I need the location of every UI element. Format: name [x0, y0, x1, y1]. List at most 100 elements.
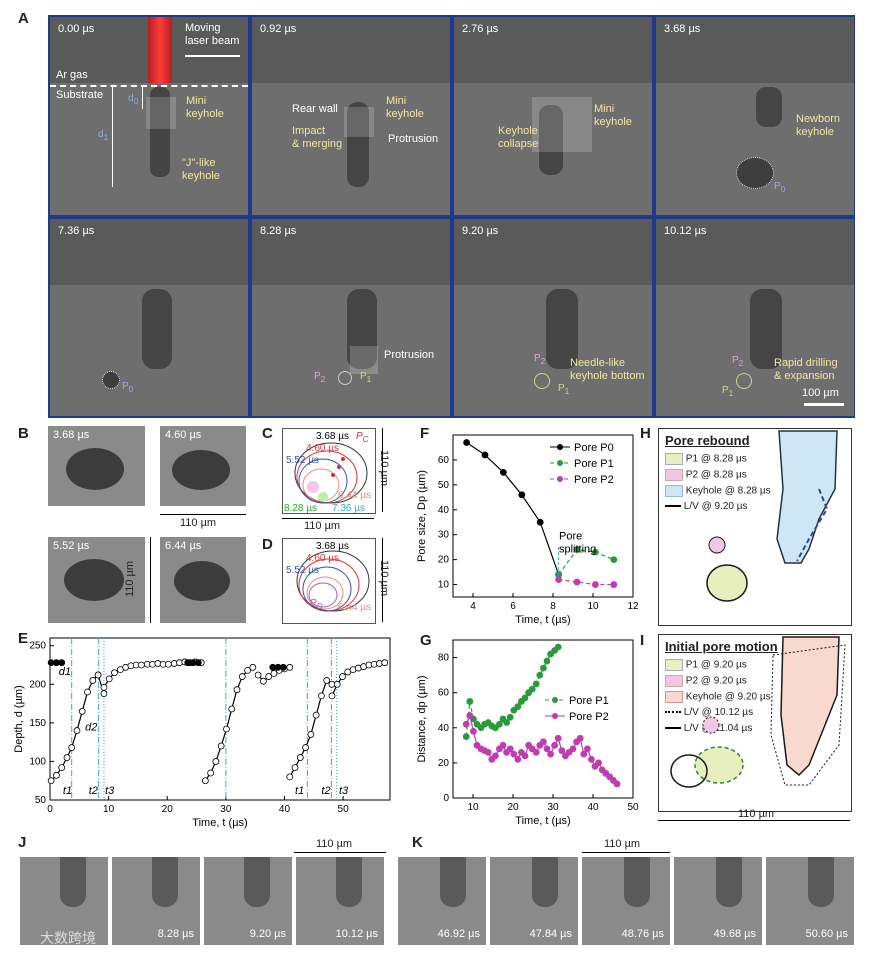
j-scale-bar	[294, 852, 386, 853]
k-thumb-4: 49.68 µs	[674, 857, 762, 945]
data-point	[587, 755, 595, 763]
k-thumb-3: 48.76 µs	[582, 857, 670, 945]
data-point	[583, 745, 591, 753]
data-point	[233, 686, 241, 694]
panel-c-box	[282, 428, 376, 514]
data-point	[286, 773, 294, 781]
data-point	[381, 659, 389, 667]
timestamp: 3.68 µs	[664, 23, 701, 35]
data-point	[238, 673, 246, 680]
pore-thumb-2: 4.60 µs	[160, 426, 246, 506]
ar-gas-label: Ar gas	[56, 69, 88, 81]
chart-f: 4 6 8 10 12 10 20 30 40 50 60 Time, t (µs) Pore size…	[416, 434, 639, 626]
data-point	[318, 692, 325, 700]
x-axis-label: Time, t (µs)	[515, 815, 570, 827]
p2-label: P2	[534, 353, 546, 366]
frame-a2: 0.92 µs Rear wall Mini keyhole Impact & …	[252, 17, 450, 215]
pore-p1	[736, 373, 752, 389]
timestamp: 0.00 µs	[58, 23, 95, 35]
h-shapes	[706, 430, 838, 602]
data-point	[223, 725, 230, 733]
scale-bar-label: 100 µm	[802, 387, 839, 399]
data-point	[105, 675, 113, 683]
data-point	[249, 663, 257, 671]
data-point	[47, 777, 55, 785]
data-point	[595, 759, 603, 767]
data-point	[68, 744, 76, 751]
b-scale-v-label: 110 µm	[124, 560, 137, 598]
k-scale-bar	[582, 852, 670, 853]
p2-label: P2	[732, 355, 744, 368]
y-tick-label: 20	[438, 758, 450, 769]
data-point	[543, 657, 551, 665]
j-thumb-4: 10.12 µs	[296, 857, 384, 945]
c-scale-v-label: 110 µm	[378, 449, 391, 487]
pore-p1	[338, 371, 352, 385]
y-tick-label: 60	[438, 688, 450, 699]
timestamp: 7.36 µs	[58, 225, 95, 237]
surface-dashed-line	[50, 85, 248, 87]
i-scale-bar	[658, 820, 850, 821]
c-scale-h-label: 110 µm	[304, 520, 341, 532]
keyhole-shape	[756, 87, 782, 127]
data-point	[539, 664, 547, 672]
data-point	[312, 711, 320, 719]
data-point	[536, 518, 544, 526]
data-point	[506, 713, 514, 721]
mini-keyhole-label: Mini keyhole	[594, 103, 632, 128]
c-time-2: 4.60 µs	[306, 443, 340, 454]
data-point	[569, 745, 577, 753]
j-scale-label: 110 µm	[316, 838, 353, 850]
h-legend-2: P2 @ 8.28 µs	[665, 469, 747, 481]
data-point	[302, 744, 309, 751]
data-point	[78, 707, 86, 715]
c-time-1: 3.68 µs	[316, 431, 350, 442]
data-point	[333, 680, 341, 688]
data-point	[499, 741, 507, 749]
x-tick-label: 20	[162, 804, 174, 815]
y-tick-label: 250	[29, 641, 46, 652]
j-keyhole-label: "J"-like keyhole	[182, 157, 220, 182]
plot-frame	[49, 637, 391, 801]
x-tick-label: 50	[338, 804, 350, 815]
panel-label-c: C	[262, 425, 273, 442]
data-point	[532, 748, 540, 756]
data-point	[286, 663, 294, 671]
data-point	[573, 578, 581, 586]
timestamp: 8.28 µs	[260, 225, 297, 237]
pore-p0	[102, 371, 120, 389]
series-line	[204, 666, 254, 782]
pore-thumb-1: 3.68 µs	[48, 426, 145, 506]
data-point	[296, 754, 304, 761]
b-scale-h-label: 110 µm	[180, 517, 217, 529]
data-point	[207, 769, 215, 777]
panel-d-box	[282, 538, 376, 624]
y-tick-label: 0	[443, 793, 449, 804]
j-thumb-3: 9.20 µs	[204, 857, 292, 945]
x-tick-label: 10	[467, 802, 479, 813]
series-line	[466, 441, 560, 575]
y-tick-label: 40	[438, 723, 450, 734]
keyhole-shape	[539, 105, 563, 175]
data-point	[339, 673, 346, 680]
d-time-2: 4.60 µs	[306, 553, 340, 564]
data-point	[610, 581, 618, 588]
k-scale-label: 110 µm	[604, 838, 641, 850]
data-point	[328, 692, 336, 700]
c-time-5: 8.28 µs	[284, 503, 318, 514]
k-thumb-2: 47.84 µs	[490, 857, 578, 945]
keyhole-shape	[347, 102, 369, 187]
data-point	[547, 750, 555, 758]
keyhole-shape	[546, 289, 578, 369]
panel-label-j: J	[18, 834, 27, 851]
panel-label-g: G	[420, 632, 432, 649]
x-tick-label: 4	[470, 601, 476, 612]
x-tick-label: 10	[103, 804, 115, 815]
data-point	[532, 680, 540, 688]
series-line	[289, 679, 333, 778]
y-axis-label: Distance, dp (µm)	[416, 675, 428, 762]
data-point	[228, 705, 236, 713]
x-tick-label: 40	[279, 804, 291, 815]
x-tick-label: 0	[47, 804, 53, 815]
y-tick-label: 10	[438, 580, 450, 591]
